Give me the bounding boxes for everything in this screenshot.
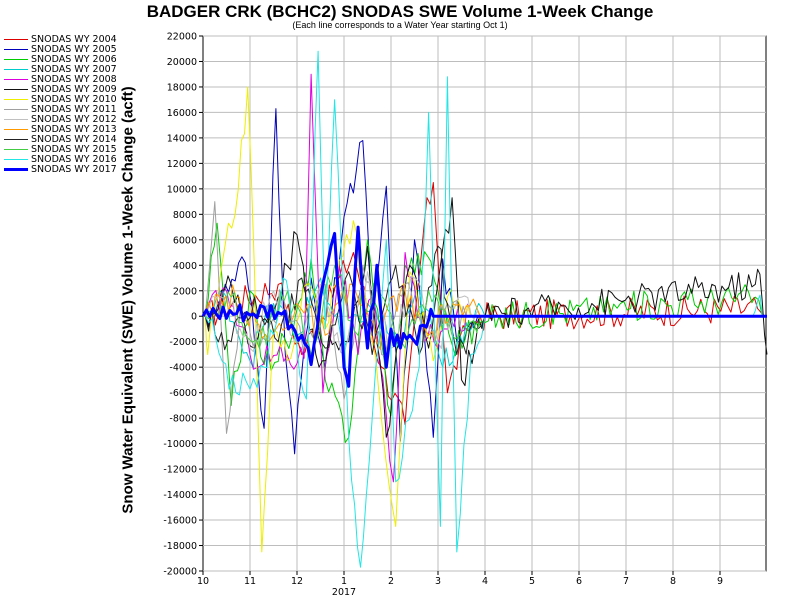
legend-label: SNODAS WY 2004 xyxy=(31,34,117,45)
legend-item: SNODAS WY 2010 xyxy=(4,95,134,105)
legend-item: SNODAS WY 2006 xyxy=(4,55,134,65)
y-tick-label: 10000 xyxy=(167,184,197,195)
legend-label: SNODAS WY 2014 xyxy=(31,134,117,145)
series-line xyxy=(204,201,467,434)
y-tick-label: 6000 xyxy=(173,235,197,246)
x-tick-label: 2 xyxy=(388,576,394,587)
legend-item: SNODAS WY 2009 xyxy=(4,85,134,95)
y-tick-label: 2000 xyxy=(173,286,197,297)
y-tick-label: 12000 xyxy=(167,159,197,170)
legend-label: SNODAS WY 2011 xyxy=(31,104,117,115)
x-tick-label: 10 xyxy=(197,576,209,587)
x-tick-label: 5 xyxy=(529,576,535,587)
series-line xyxy=(204,197,768,438)
x-tick-label: 1 xyxy=(341,576,347,587)
y-tick-label: -2000 xyxy=(169,337,197,348)
legend-label: SNODAS WY 2009 xyxy=(31,84,117,95)
legend-swatch xyxy=(4,99,28,100)
series-line xyxy=(204,245,486,355)
legend-swatch xyxy=(4,109,28,110)
legend-swatch xyxy=(4,149,28,150)
legend-label: SNODAS WY 2008 xyxy=(31,74,117,85)
y-tick-label: 16000 xyxy=(167,108,197,119)
x-tick-label: 3 xyxy=(435,576,441,587)
series-line xyxy=(201,225,767,388)
chart-title: BADGER CRK (BCHC2) SNODAS SWE Volume 1-W… xyxy=(146,2,654,21)
legend-label: SNODAS WY 2015 xyxy=(31,144,117,155)
y-tick-label: -4000 xyxy=(169,363,197,374)
y-tick-label: 18000 xyxy=(167,82,197,93)
y-tick-label: -10000 xyxy=(163,439,197,450)
legend-swatch xyxy=(4,49,28,50)
y-tick-label: 22000 xyxy=(167,32,197,43)
legend-item: SNODAS WY 2014 xyxy=(4,135,134,145)
legend-swatch xyxy=(4,69,28,70)
legend-swatch xyxy=(4,119,28,120)
x-tick-label: 8 xyxy=(670,576,676,587)
y-tick-label: -14000 xyxy=(163,490,197,501)
y-tick-label: -12000 xyxy=(163,465,197,476)
legend-item: SNODAS WY 2017 xyxy=(4,165,134,175)
legend-item: SNODAS WY 2012 xyxy=(4,115,134,125)
legend-swatch xyxy=(4,79,28,80)
legend-label: SNODAS WY 2016 xyxy=(31,154,117,165)
y-tick-label: 0 xyxy=(191,312,197,323)
y-tick-label: 4000 xyxy=(173,261,197,272)
series-line xyxy=(204,86,472,553)
legend-item: SNODAS WY 2013 xyxy=(4,125,134,135)
x-tick-label: 12 xyxy=(291,576,303,587)
legend-swatch xyxy=(4,39,28,40)
x-tick-label: 6 xyxy=(576,576,582,587)
legend-swatch xyxy=(4,59,28,60)
y-tick-label: 20000 xyxy=(167,57,197,68)
y-tick-label: -16000 xyxy=(163,516,197,527)
y-tick-label: -8000 xyxy=(169,414,197,425)
legend-swatch xyxy=(4,129,28,130)
legend-label: SNODAS WY 2013 xyxy=(31,124,117,135)
y-tick-label: -20000 xyxy=(163,567,197,578)
x-tick-label: 7 xyxy=(623,576,629,587)
legend-swatch xyxy=(4,159,28,160)
legend-label: SNODAS WY 2010 xyxy=(31,94,117,105)
x-year-label: 2017 xyxy=(332,587,356,598)
legend-item: SNODAS WY 2005 xyxy=(4,45,134,55)
y-tick-label: -18000 xyxy=(163,541,197,552)
x-tick-label: 4 xyxy=(482,576,488,587)
x-tick-label: 11 xyxy=(244,576,256,587)
legend-label: SNODAS WY 2006 xyxy=(31,54,117,65)
legend-item: SNODAS WY 2015 xyxy=(4,145,134,155)
legend-swatch xyxy=(4,89,28,90)
legend-label: SNODAS WY 2005 xyxy=(31,44,117,55)
legend-item: SNODAS WY 2004 xyxy=(4,35,134,45)
chart-legend: SNODAS WY 2004 SNODAS WY 2005 SNODAS WY 20… xyxy=(4,35,134,175)
legend-swatch xyxy=(4,139,28,140)
legend-swatch xyxy=(4,168,28,171)
y-tick-label: -6000 xyxy=(169,388,197,399)
legend-item: SNODAS WY 2016 xyxy=(4,155,134,165)
y-tick-label: 14000 xyxy=(167,133,197,144)
legend-item: SNODAS WY 2008 xyxy=(4,75,134,85)
legend-label: SNODAS WY 2017 xyxy=(31,164,117,175)
y-tick-label: 8000 xyxy=(173,210,197,221)
legend-label: SNODAS WY 2007 xyxy=(31,64,117,75)
legend-item: SNODAS WY 2011 xyxy=(4,105,134,115)
legend-item: SNODAS WY 2007 xyxy=(4,65,134,75)
x-tick-label: 9 xyxy=(717,576,723,587)
chart-subtitle: (Each line corresponds to a Water Year s… xyxy=(292,20,508,30)
legend-label: SNODAS WY 2012 xyxy=(31,114,117,125)
